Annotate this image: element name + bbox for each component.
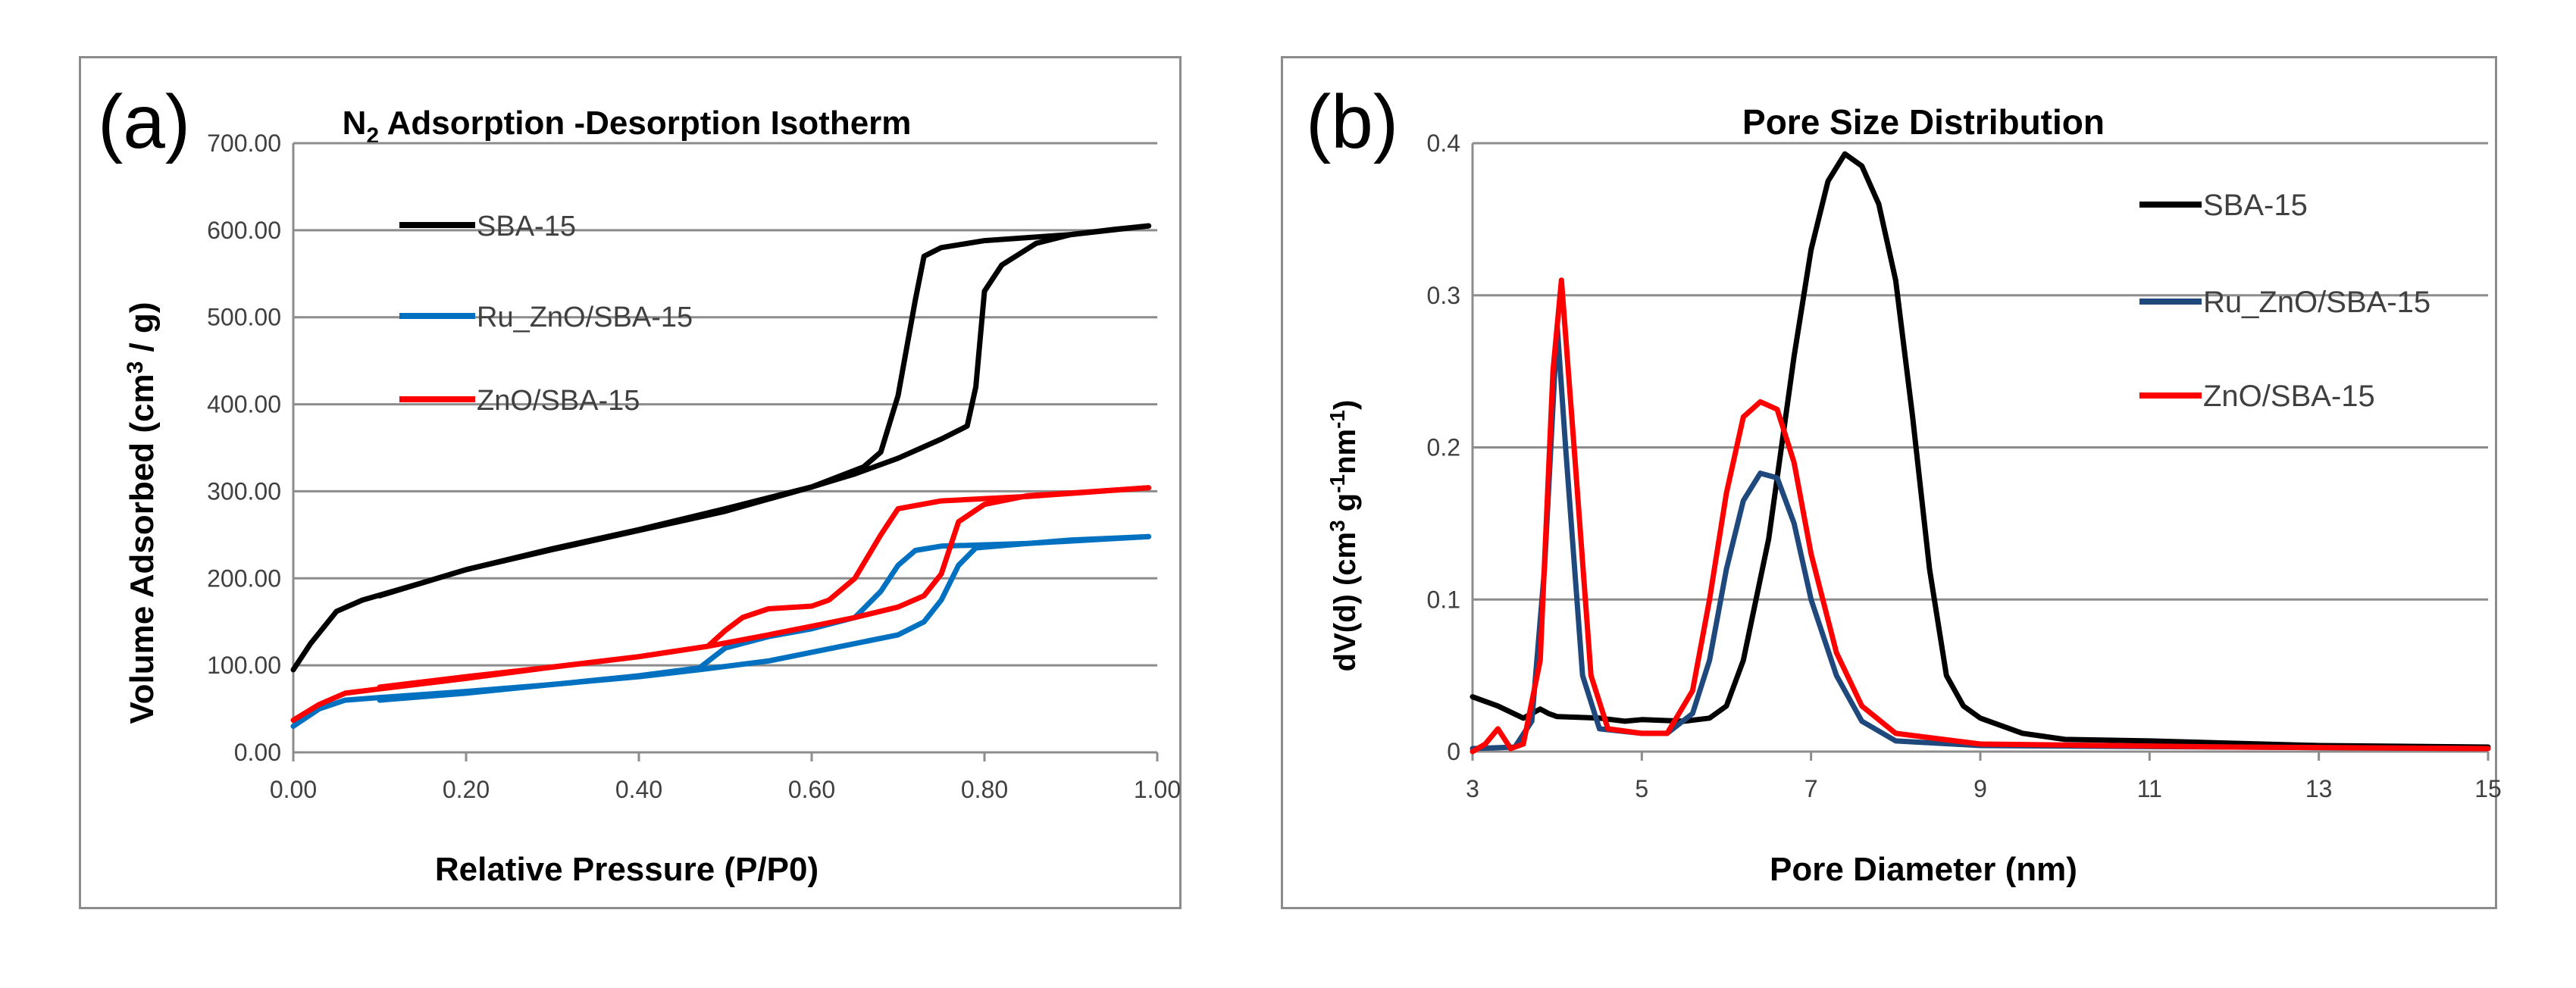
y-tick-label: 400.00 — [207, 391, 281, 418]
y-tick-label: 0.4 — [1427, 130, 1460, 157]
chart-title-a-rest: Adsorption -Desorption Isotherm — [379, 105, 911, 142]
legend-label-b-0: SBA-15 — [2203, 189, 2308, 222]
x-tick-label: 0.40 — [615, 776, 662, 803]
y-tick-label: 200.00 — [207, 564, 281, 592]
gridlines-b — [1471, 142, 2490, 761]
chart-title-a: N2 Adsorption -Desorption Isotherm — [343, 105, 912, 149]
x-tick-label: 9 — [1973, 775, 1987, 802]
x-tick-label: 15 — [2474, 775, 2502, 802]
y-axis-title-a: Volume Adsorbed (cm3 / g) — [123, 302, 161, 724]
y-ticks-a: 0.00 100.00 200.00 300.00 400.00 500.00 600.00… — [207, 130, 281, 766]
legend-label-a-0: SBA-15 — [477, 211, 576, 242]
y-axis-title-b-main: dV(d) (cm — [1329, 532, 1362, 671]
series-line-zno-sba-15-adsorption — [290, 485, 1152, 723]
chart-title-b: Pore Size Distribution — [1742, 102, 2105, 142]
y-axis-title-b-rest: ) — [1329, 400, 1362, 410]
x-tick-label: 0.80 — [961, 776, 1008, 803]
pore-size-chart: (b) Pore Size Distribution 0 0.1 0.2 0.3 0.4… — [1306, 80, 2502, 888]
series-line-zno-sba-15-desorption — [377, 485, 1152, 690]
chart-title-a-sub: 2 — [366, 123, 379, 149]
series-line-sba-15-desorption — [377, 223, 1152, 599]
y-tick-label: 700.00 — [207, 130, 281, 157]
x-axis-title-b: Pore Diameter (nm) — [1770, 851, 2077, 888]
y-axis-title-b: dV(d) (cm3 g-1nm-1) — [1326, 400, 1362, 672]
series-line-sba-15-adsorption — [290, 223, 1152, 673]
y-tick-label: 300.00 — [207, 477, 281, 505]
x-tick-label: 3 — [1466, 775, 1479, 802]
x-tick-label: 0.20 — [443, 776, 490, 803]
x-tick-label: 7 — [1804, 775, 1818, 802]
y-axis-title-a-rest: / g) — [124, 302, 161, 361]
series-line-zno-sba-15-points — [1470, 277, 2491, 755]
panel-b: (b) Pore Size Distribution 0 0.1 0.2 0.3 0.4… — [1281, 56, 2502, 909]
y-axis-title-b-sup2: -1 — [1326, 474, 1349, 493]
y-axis-title-b-mid: g — [1329, 493, 1362, 521]
y-tick-label: 0.3 — [1427, 282, 1460, 309]
series-lines-a — [290, 223, 1152, 729]
x-tick-label: 0.00 — [270, 776, 317, 803]
series-line-sba-15-points — [1470, 151, 2491, 750]
legend-a: SBA-15 Ru_ZnO/SBA-15 ZnO/SBA-15 — [399, 211, 693, 417]
series-lines-b — [1470, 151, 2491, 755]
y-tick-label: 600.00 — [207, 217, 281, 244]
chart-title-a-main: N — [343, 105, 367, 142]
y-axis-title-b-mid2: nm — [1329, 429, 1362, 474]
x-tick-label: 0.60 — [788, 776, 835, 803]
panel-label-b: (b) — [1306, 80, 1398, 164]
y-axis-title-b-sup3: -1 — [1326, 410, 1349, 429]
y-ticks-b: 0 0.1 0.2 0.3 0.4 — [1427, 130, 1460, 765]
x-ticks-a: 0.00 0.20 0.40 0.60 0.80 1.00 — [270, 776, 1181, 803]
x-ticks-b: 3 5 7 9 11 13 15 — [1466, 775, 2502, 802]
x-tick-label: 13 — [2305, 775, 2333, 802]
y-axis-title-b-sup: 3 — [1326, 520, 1349, 532]
y-tick-label: 500.00 — [207, 304, 281, 331]
panel-a: (a) N2 Adsorption -Desorption Isotherm 0… — [79, 56, 1182, 909]
legend-label-b-2: ZnO/SBA-15 — [2203, 380, 2375, 413]
x-tick-label: 11 — [2137, 775, 2162, 802]
legend-label-a-1: Ru_ZnO/SBA-15 — [477, 302, 693, 333]
y-tick-label: 0 — [1447, 738, 1460, 765]
isotherm-chart: (a) N2 Adsorption -Desorption Isotherm 0… — [98, 80, 1181, 888]
y-axis-title-a-sup: 3 — [123, 361, 148, 374]
y-tick-label: 0.00 — [234, 739, 281, 766]
legend-b: SBA-15 Ru_ZnO/SBA-15 ZnO/SBA-15 — [2139, 189, 2430, 413]
legend-label-b-1: Ru_ZnO/SBA-15 — [2203, 286, 2430, 319]
panel-label-a: (a) — [98, 80, 190, 164]
x-tick-label: 1.00 — [1134, 776, 1181, 803]
y-tick-label: 100.00 — [207, 652, 281, 679]
y-axis-title-a-main: Volume Adsorbed (cm — [124, 374, 161, 724]
y-tick-label: 0.2 — [1427, 434, 1460, 461]
x-tick-label: 5 — [1635, 775, 1648, 802]
x-axis-title-a: Relative Pressure (P/P0) — [435, 851, 818, 888]
y-tick-label: 0.1 — [1427, 586, 1460, 613]
legend-label-a-2: ZnO/SBA-15 — [477, 385, 640, 417]
